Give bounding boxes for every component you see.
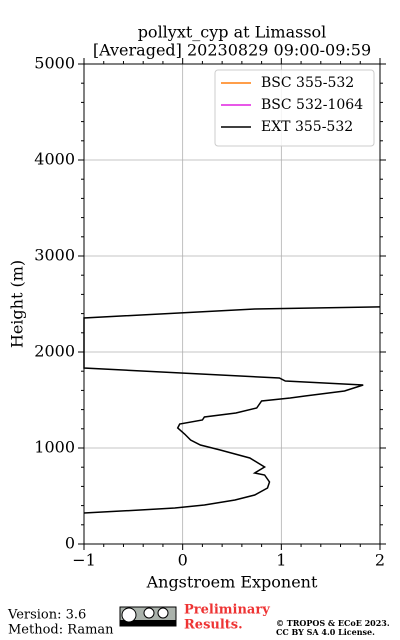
copyright: © TROPOS & ECoE 2023. — [276, 618, 390, 628]
version: Version: 3.6 — [7, 608, 86, 623]
x-tick-label: −1 — [72, 551, 96, 570]
chart-subtitle: [Averaged] 20230829 09:00-09:59 — [93, 41, 371, 60]
legend-label: BSC 355-532 — [261, 75, 354, 91]
legend-label: BSC 532-1064 — [261, 97, 363, 113]
chart-title: pollyxt_cyp at Limassol — [138, 23, 327, 42]
y-tick-label: 5000 — [34, 54, 75, 73]
x-tick-label: 2 — [375, 551, 385, 570]
legend-box — [214, 69, 375, 147]
status-line: Results. — [184, 618, 243, 633]
x-tick-label: 1 — [276, 551, 286, 570]
plot-frame — [83, 63, 381, 545]
status-line: Preliminary — [184, 603, 270, 618]
x-tick-label: 0 — [178, 551, 188, 570]
series-line — [83, 306, 381, 514]
x-axis-label: Angstroem Exponent — [146, 573, 318, 592]
license: CC BY SA 4.0 License. — [276, 627, 375, 637]
y-tick-label: 3000 — [34, 246, 75, 265]
y-tick-label: 4000 — [34, 150, 75, 169]
cc-logo — [119, 606, 177, 627]
y-tick-label: 0 — [65, 534, 75, 553]
legend-label: EXT 355-532 — [261, 119, 353, 135]
y-axis-label: Height (m) — [8, 260, 27, 348]
method: Method: Raman — [8, 623, 114, 638]
y-tick-label: 1000 — [34, 438, 75, 457]
y-tick-label: 2000 — [34, 342, 75, 361]
